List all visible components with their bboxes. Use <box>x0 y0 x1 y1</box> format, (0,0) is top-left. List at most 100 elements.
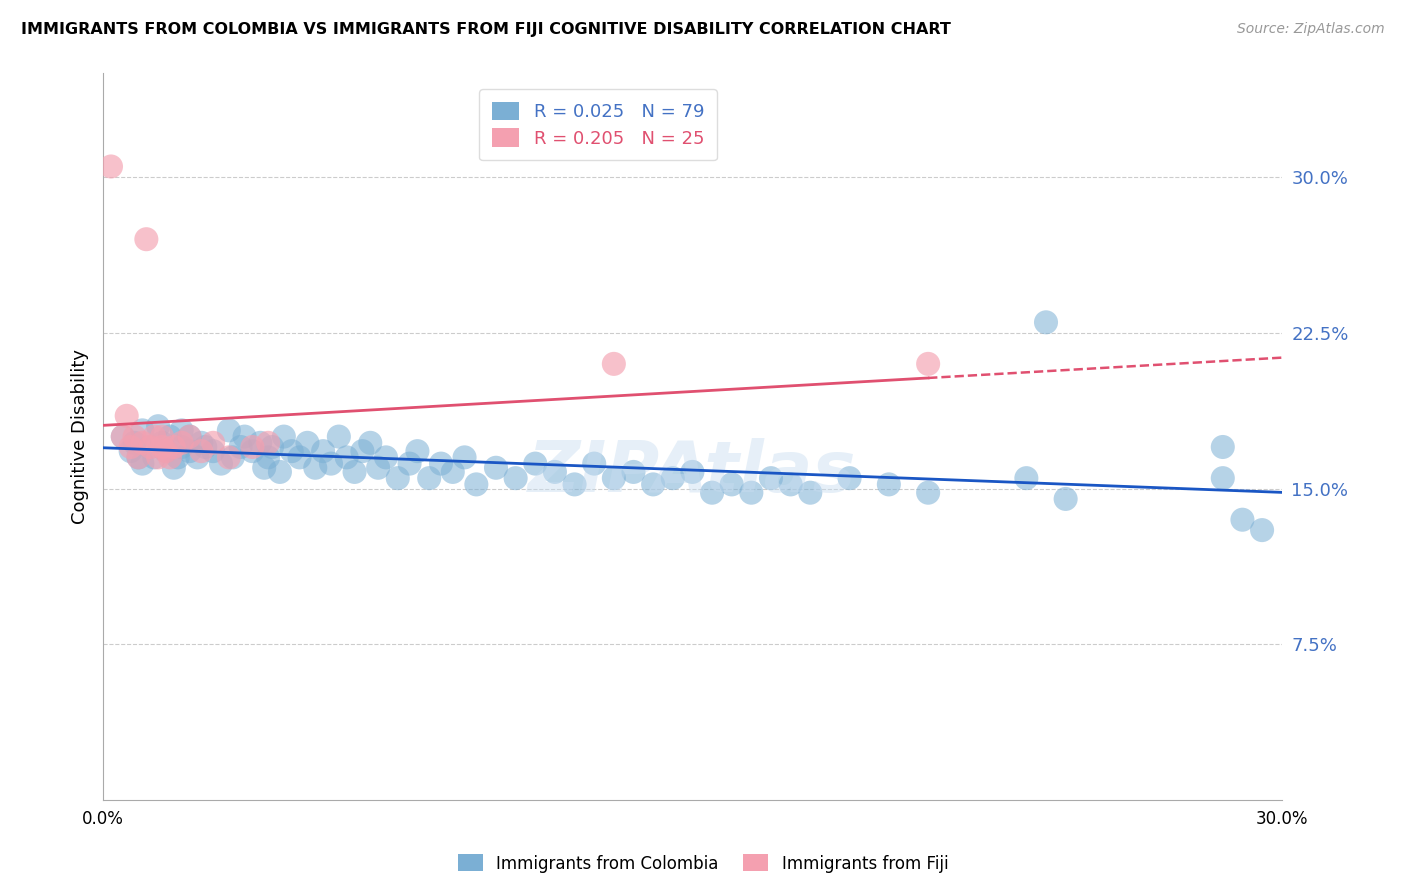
Point <box>111 429 134 443</box>
Text: ZIPAtlas: ZIPAtlas <box>529 439 856 508</box>
Point <box>304 460 326 475</box>
Point <box>179 429 201 443</box>
Point <box>166 450 188 465</box>
Point <box>799 485 821 500</box>
Point <box>485 460 508 475</box>
Point <box>131 423 153 437</box>
Point <box>146 419 169 434</box>
Point <box>603 471 626 485</box>
Legend: R = 0.025   N = 79, R = 0.205   N = 25: R = 0.025 N = 79, R = 0.205 N = 25 <box>479 89 717 161</box>
Point <box>170 423 193 437</box>
Point <box>159 450 181 465</box>
Point <box>623 465 645 479</box>
Point <box>159 429 181 443</box>
Text: IMMIGRANTS FROM COLOMBIA VS IMMIGRANTS FROM FIJI COGNITIVE DISABILITY CORRELATIO: IMMIGRANTS FROM COLOMBIA VS IMMIGRANTS F… <box>21 22 950 37</box>
Legend: Immigrants from Colombia, Immigrants from Fiji: Immigrants from Colombia, Immigrants fro… <box>451 847 955 880</box>
Point <box>441 465 464 479</box>
Point <box>163 440 186 454</box>
Point <box>150 440 173 454</box>
Point <box>229 440 252 454</box>
Y-axis label: Cognitive Disability: Cognitive Disability <box>72 349 89 524</box>
Point <box>312 444 335 458</box>
Point <box>257 450 280 465</box>
Point <box>917 485 939 500</box>
Point <box>139 440 162 454</box>
Point <box>1251 523 1274 537</box>
Point <box>877 477 900 491</box>
Point <box>418 471 440 485</box>
Point <box>779 477 801 491</box>
Point <box>319 457 342 471</box>
Point <box>260 440 283 454</box>
Point <box>190 444 212 458</box>
Point <box>218 423 240 437</box>
Point <box>135 232 157 246</box>
Point <box>111 429 134 443</box>
Point <box>179 444 201 458</box>
Point <box>120 440 142 454</box>
Point <box>100 160 122 174</box>
Point <box>280 444 302 458</box>
Point <box>398 457 420 471</box>
Point <box>253 460 276 475</box>
Point <box>186 450 208 465</box>
Point <box>375 450 398 465</box>
Point <box>681 465 703 479</box>
Point <box>124 435 146 450</box>
Point <box>387 471 409 485</box>
Point <box>155 444 177 458</box>
Point <box>257 435 280 450</box>
Point <box>603 357 626 371</box>
Point <box>359 435 381 450</box>
Point <box>838 471 860 485</box>
Point <box>179 429 201 443</box>
Point <box>150 435 173 450</box>
Point <box>1212 471 1234 485</box>
Point <box>336 450 359 465</box>
Text: Source: ZipAtlas.com: Source: ZipAtlas.com <box>1237 22 1385 37</box>
Point <box>367 460 389 475</box>
Point <box>564 477 586 491</box>
Point <box>352 444 374 458</box>
Point <box>759 471 782 485</box>
Point <box>544 465 567 479</box>
Point <box>297 435 319 450</box>
Point <box>150 429 173 443</box>
Point <box>917 357 939 371</box>
Point <box>288 450 311 465</box>
Point <box>643 477 665 491</box>
Point <box>202 444 225 458</box>
Point <box>273 429 295 443</box>
Point <box>170 435 193 450</box>
Point <box>155 444 177 458</box>
Point <box>465 477 488 491</box>
Point <box>343 465 366 479</box>
Point <box>115 409 138 423</box>
Point <box>209 457 232 471</box>
Point <box>233 429 256 443</box>
Point <box>218 450 240 465</box>
Point <box>143 450 166 465</box>
Point <box>127 450 149 465</box>
Point <box>249 435 271 450</box>
Point <box>163 460 186 475</box>
Point <box>1015 471 1038 485</box>
Point <box>720 477 742 491</box>
Point <box>740 485 762 500</box>
Point <box>328 429 350 443</box>
Point <box>194 440 217 454</box>
Point <box>700 485 723 500</box>
Point <box>583 457 606 471</box>
Point <box>453 450 475 465</box>
Point <box>430 457 453 471</box>
Point <box>662 471 685 485</box>
Point <box>143 429 166 443</box>
Point <box>1212 440 1234 454</box>
Point <box>124 429 146 443</box>
Point <box>131 435 153 450</box>
Point <box>242 444 264 458</box>
Point <box>146 450 169 465</box>
Point <box>139 440 162 454</box>
Point <box>170 440 193 454</box>
Point <box>131 457 153 471</box>
